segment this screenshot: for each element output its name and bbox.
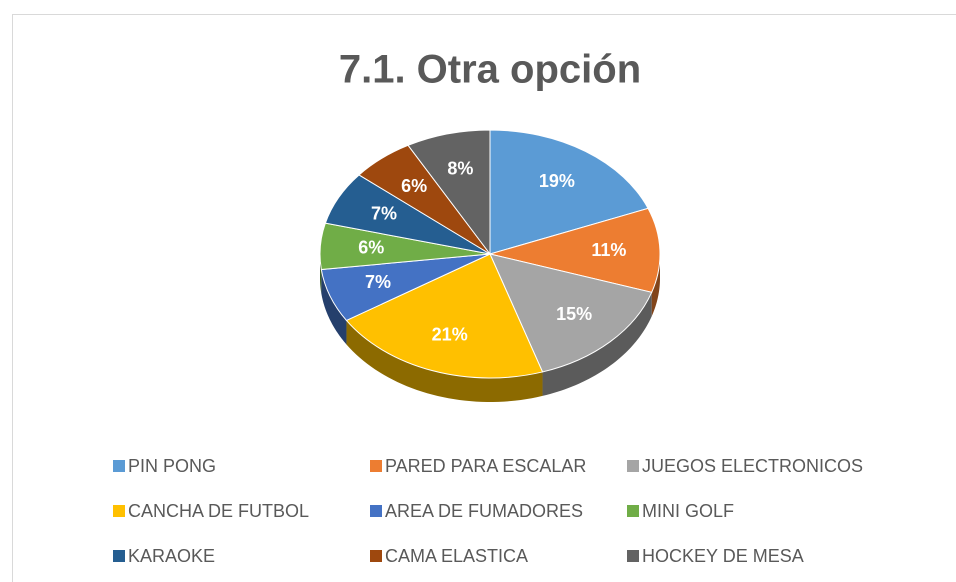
data-label: 7% — [365, 272, 391, 292]
data-label: 21% — [432, 324, 468, 344]
slice-side — [321, 269, 347, 345]
slice-side — [346, 320, 543, 402]
legend-label: HOCKEY DE MESA — [642, 546, 804, 566]
legend-label: CAMA ELASTICA — [385, 546, 528, 566]
slice-side — [542, 292, 652, 396]
legend-swatch — [113, 505, 125, 517]
legend-swatch — [370, 460, 382, 472]
legend-swatch — [627, 460, 639, 472]
legend-swatch — [370, 505, 382, 517]
data-label: 19% — [539, 171, 575, 191]
data-label: 8% — [447, 159, 473, 179]
chart-title: 7.1. Otra opción — [339, 48, 641, 92]
legend-swatch — [627, 505, 639, 517]
legend-label: JUEGOS ELECTRONICOS — [642, 456, 863, 476]
legend-label: PIN PONG — [128, 456, 216, 476]
legend-label: AREA DE FUMADORES — [385, 501, 583, 521]
slice — [488, 207, 661, 293]
legend-label: KARAOKE — [128, 546, 215, 566]
legend-swatch — [370, 550, 382, 562]
data-label: 11% — [591, 240, 626, 260]
legend-label: MINI GOLF — [642, 501, 734, 521]
data-label: 6% — [401, 176, 427, 196]
legend-label: CANCHA DE FUTBOL — [128, 501, 309, 521]
slice-side — [651, 254, 660, 317]
slice — [489, 129, 649, 255]
legend-label: PARED PARA ESCALAR — [385, 456, 586, 476]
data-label: 6% — [358, 237, 384, 257]
slice — [407, 129, 491, 256]
data-label: 15% — [556, 304, 592, 324]
legend-swatch — [627, 550, 639, 562]
data-label: 7% — [371, 203, 397, 223]
legend-swatch — [113, 460, 125, 472]
legend-swatch — [113, 550, 125, 562]
slice — [489, 253, 653, 373]
slice — [345, 253, 544, 379]
